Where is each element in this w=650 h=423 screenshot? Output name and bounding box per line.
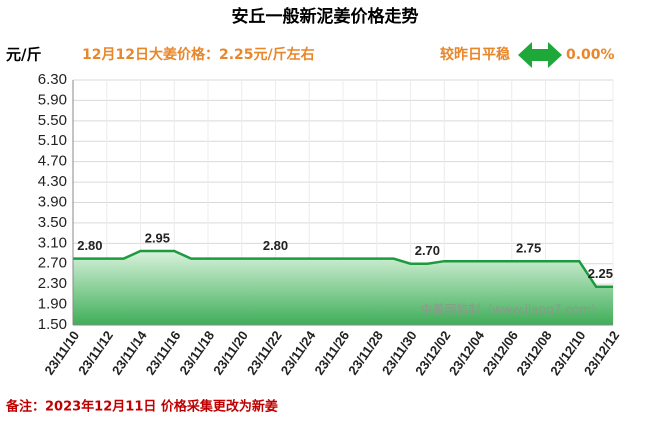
flat-arrow-icon: [518, 42, 562, 68]
change-value: 0.00%: [566, 47, 615, 63]
y-tick-label: 4.70: [38, 153, 67, 170]
watermark: 中姜网监制（www.jiang7.com）: [421, 302, 603, 317]
price-note: 12月12日大姜价格：2.25元/斤左右: [82, 46, 315, 63]
y-tick-label: 4.30: [38, 173, 67, 190]
y-tick-label: 5.10: [38, 132, 67, 149]
data-label: 2.95: [145, 230, 170, 245]
y-tick-label: 3.10: [38, 234, 67, 251]
data-label: 2.25: [588, 266, 613, 281]
y-tick-label: 2.30: [38, 275, 67, 292]
footnote: 备注：2023年12月11日 价格采集更改为新姜: [5, 399, 278, 415]
y-tick-label: 1.90: [38, 296, 67, 313]
data-label: 2.80: [263, 238, 288, 253]
area-fill: [73, 250, 613, 325]
y-tick-label: 6.30: [38, 71, 67, 88]
y-tick-label: 5.50: [38, 112, 67, 129]
x-tick-label: 23/12/12: [581, 328, 622, 378]
y-tick-label: 2.70: [38, 255, 67, 272]
y-tick-label: 3.50: [38, 214, 67, 231]
change-label: 较昨日平稳: [440, 46, 510, 63]
area-line: [73, 249, 613, 288]
y-tick-label: 1.50: [38, 316, 67, 333]
data-label: 2.75: [516, 241, 541, 256]
y-axis-label: 元/斤: [6, 46, 41, 64]
data-label: 2.70: [415, 243, 440, 258]
y-tick-label: 3.90: [38, 193, 67, 210]
data-label: 2.80: [77, 238, 102, 253]
chart-title: 安丘一般新泥姜价格走势: [232, 6, 419, 27]
y-tick-label: 5.90: [38, 91, 67, 108]
